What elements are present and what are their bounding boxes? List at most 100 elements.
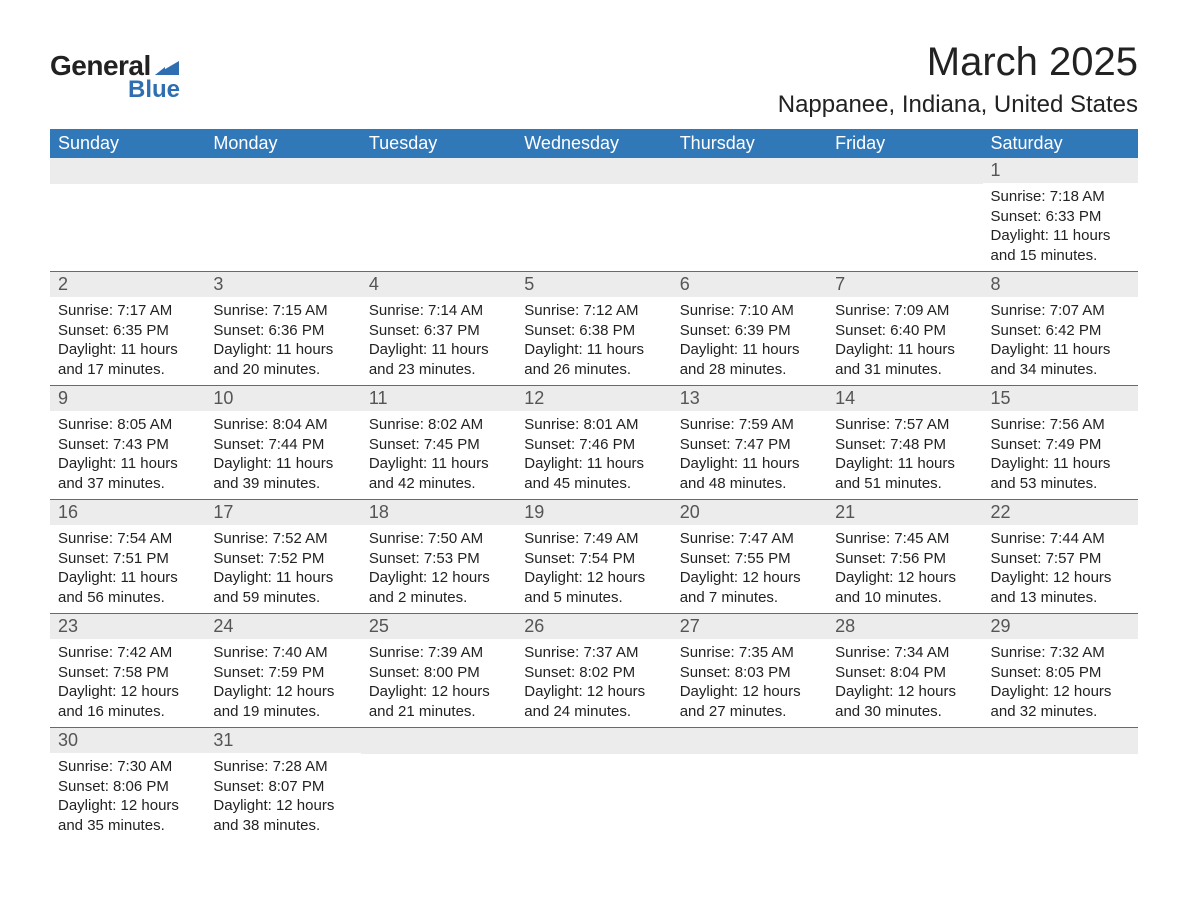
daylight-line: Daylight: 11 hours and 48 minutes. bbox=[680, 454, 819, 493]
day-number: 27 bbox=[672, 614, 827, 639]
sunset-line: Sunset: 7:44 PM bbox=[213, 435, 352, 455]
day-header: Monday bbox=[205, 129, 360, 158]
day-body: Sunrise: 7:35 AMSunset: 8:03 PMDaylight:… bbox=[672, 639, 827, 727]
calendar-day-cell: 15Sunrise: 7:56 AMSunset: 7:49 PMDayligh… bbox=[983, 386, 1138, 500]
sunset-line: Sunset: 7:49 PM bbox=[991, 435, 1130, 455]
sunset-line: Sunset: 7:46 PM bbox=[524, 435, 663, 455]
calendar-day-cell: 11Sunrise: 8:02 AMSunset: 7:45 PMDayligh… bbox=[361, 386, 516, 500]
daylight-line: Daylight: 12 hours and 21 minutes. bbox=[369, 682, 508, 721]
daylight-line: Daylight: 12 hours and 5 minutes. bbox=[524, 568, 663, 607]
daylight-line: Daylight: 12 hours and 38 minutes. bbox=[213, 796, 352, 835]
day-body bbox=[672, 184, 827, 204]
day-number: 9 bbox=[50, 386, 205, 411]
day-body bbox=[50, 184, 205, 204]
daylight-line: Daylight: 12 hours and 19 minutes. bbox=[213, 682, 352, 721]
calendar-day-cell: 18Sunrise: 7:50 AMSunset: 7:53 PMDayligh… bbox=[361, 500, 516, 614]
calendar-day-cell bbox=[983, 728, 1138, 842]
calendar-day-cell bbox=[361, 158, 516, 272]
day-body: Sunrise: 7:49 AMSunset: 7:54 PMDaylight:… bbox=[516, 525, 671, 613]
day-body: Sunrise: 7:54 AMSunset: 7:51 PMDaylight:… bbox=[50, 525, 205, 613]
day-header: Tuesday bbox=[361, 129, 516, 158]
sunset-line: Sunset: 6:40 PM bbox=[835, 321, 974, 341]
day-number: 23 bbox=[50, 614, 205, 639]
day-number: 26 bbox=[516, 614, 671, 639]
day-number: 17 bbox=[205, 500, 360, 525]
daylight-line: Daylight: 11 hours and 42 minutes. bbox=[369, 454, 508, 493]
day-body: Sunrise: 7:50 AMSunset: 7:53 PMDaylight:… bbox=[361, 525, 516, 613]
daylight-line: Daylight: 11 hours and 34 minutes. bbox=[991, 340, 1130, 379]
daylight-line: Daylight: 11 hours and 56 minutes. bbox=[58, 568, 197, 607]
sunrise-line: Sunrise: 7:14 AM bbox=[369, 301, 508, 321]
sunrise-line: Sunrise: 7:09 AM bbox=[835, 301, 974, 321]
sunrise-line: Sunrise: 8:02 AM bbox=[369, 415, 508, 435]
day-header: Sunday bbox=[50, 129, 205, 158]
calendar-day-cell: 21Sunrise: 7:45 AMSunset: 7:56 PMDayligh… bbox=[827, 500, 982, 614]
day-number: 10 bbox=[205, 386, 360, 411]
daylight-line: Daylight: 12 hours and 27 minutes. bbox=[680, 682, 819, 721]
sunset-line: Sunset: 8:02 PM bbox=[524, 663, 663, 683]
sunrise-line: Sunrise: 7:15 AM bbox=[213, 301, 352, 321]
calendar-day-cell bbox=[516, 158, 671, 272]
calendar-week-row: 23Sunrise: 7:42 AMSunset: 7:58 PMDayligh… bbox=[50, 614, 1138, 728]
daylight-line: Daylight: 12 hours and 13 minutes. bbox=[991, 568, 1130, 607]
sunset-line: Sunset: 7:51 PM bbox=[58, 549, 197, 569]
daylight-line: Daylight: 11 hours and 23 minutes. bbox=[369, 340, 508, 379]
calendar-day-cell: 14Sunrise: 7:57 AMSunset: 7:48 PMDayligh… bbox=[827, 386, 982, 500]
day-body: Sunrise: 8:01 AMSunset: 7:46 PMDaylight:… bbox=[516, 411, 671, 499]
sunrise-line: Sunrise: 7:52 AM bbox=[213, 529, 352, 549]
daylight-line: Daylight: 11 hours and 37 minutes. bbox=[58, 454, 197, 493]
sunset-line: Sunset: 8:03 PM bbox=[680, 663, 819, 683]
sunrise-line: Sunrise: 7:12 AM bbox=[524, 301, 663, 321]
calendar-day-cell: 28Sunrise: 7:34 AMSunset: 8:04 PMDayligh… bbox=[827, 614, 982, 728]
calendar-day-cell: 17Sunrise: 7:52 AMSunset: 7:52 PMDayligh… bbox=[205, 500, 360, 614]
calendar-week-row: 16Sunrise: 7:54 AMSunset: 7:51 PMDayligh… bbox=[50, 500, 1138, 614]
day-body bbox=[361, 754, 516, 774]
calendar-day-cell: 7Sunrise: 7:09 AMSunset: 6:40 PMDaylight… bbox=[827, 272, 982, 386]
calendar-day-cell: 3Sunrise: 7:15 AMSunset: 6:36 PMDaylight… bbox=[205, 272, 360, 386]
day-body: Sunrise: 7:14 AMSunset: 6:37 PMDaylight:… bbox=[361, 297, 516, 385]
calendar-day-cell: 10Sunrise: 8:04 AMSunset: 7:44 PMDayligh… bbox=[205, 386, 360, 500]
day-body: Sunrise: 8:05 AMSunset: 7:43 PMDaylight:… bbox=[50, 411, 205, 499]
day-number: 4 bbox=[361, 272, 516, 297]
day-body: Sunrise: 7:07 AMSunset: 6:42 PMDaylight:… bbox=[983, 297, 1138, 385]
calendar-day-cell: 4Sunrise: 7:14 AMSunset: 6:37 PMDaylight… bbox=[361, 272, 516, 386]
day-number: 29 bbox=[983, 614, 1138, 639]
daylight-line: Daylight: 11 hours and 53 minutes. bbox=[991, 454, 1130, 493]
sunrise-line: Sunrise: 7:28 AM bbox=[213, 757, 352, 777]
day-body: Sunrise: 8:04 AMSunset: 7:44 PMDaylight:… bbox=[205, 411, 360, 499]
sunset-line: Sunset: 8:06 PM bbox=[58, 777, 197, 797]
day-body: Sunrise: 7:12 AMSunset: 6:38 PMDaylight:… bbox=[516, 297, 671, 385]
calendar-day-cell: 13Sunrise: 7:59 AMSunset: 7:47 PMDayligh… bbox=[672, 386, 827, 500]
sunrise-line: Sunrise: 7:17 AM bbox=[58, 301, 197, 321]
day-body bbox=[827, 184, 982, 204]
sunrise-line: Sunrise: 7:34 AM bbox=[835, 643, 974, 663]
sunrise-line: Sunrise: 7:47 AM bbox=[680, 529, 819, 549]
calendar-week-row: 9Sunrise: 8:05 AMSunset: 7:43 PMDaylight… bbox=[50, 386, 1138, 500]
day-number: 12 bbox=[516, 386, 671, 411]
sunset-line: Sunset: 8:04 PM bbox=[835, 663, 974, 683]
sunset-line: Sunset: 6:36 PM bbox=[213, 321, 352, 341]
day-body: Sunrise: 7:09 AMSunset: 6:40 PMDaylight:… bbox=[827, 297, 982, 385]
calendar-day-cell bbox=[827, 728, 982, 842]
sunset-line: Sunset: 7:52 PM bbox=[213, 549, 352, 569]
calendar-day-cell: 23Sunrise: 7:42 AMSunset: 7:58 PMDayligh… bbox=[50, 614, 205, 728]
day-body: Sunrise: 7:45 AMSunset: 7:56 PMDaylight:… bbox=[827, 525, 982, 613]
day-number: 24 bbox=[205, 614, 360, 639]
sunrise-line: Sunrise: 7:10 AM bbox=[680, 301, 819, 321]
day-body: Sunrise: 7:40 AMSunset: 7:59 PMDaylight:… bbox=[205, 639, 360, 727]
day-number: 18 bbox=[361, 500, 516, 525]
calendar-day-cell: 31Sunrise: 7:28 AMSunset: 8:07 PMDayligh… bbox=[205, 728, 360, 842]
day-number: 7 bbox=[827, 272, 982, 297]
day-header: Thursday bbox=[672, 129, 827, 158]
day-number: 3 bbox=[205, 272, 360, 297]
sunrise-line: Sunrise: 8:01 AM bbox=[524, 415, 663, 435]
day-number: 20 bbox=[672, 500, 827, 525]
sunset-line: Sunset: 7:54 PM bbox=[524, 549, 663, 569]
day-number bbox=[672, 728, 827, 754]
day-number bbox=[827, 728, 982, 754]
day-body: Sunrise: 7:37 AMSunset: 8:02 PMDaylight:… bbox=[516, 639, 671, 727]
calendar-day-cell: 19Sunrise: 7:49 AMSunset: 7:54 PMDayligh… bbox=[516, 500, 671, 614]
sunset-line: Sunset: 7:45 PM bbox=[369, 435, 508, 455]
day-number: 28 bbox=[827, 614, 982, 639]
sunrise-line: Sunrise: 7:50 AM bbox=[369, 529, 508, 549]
